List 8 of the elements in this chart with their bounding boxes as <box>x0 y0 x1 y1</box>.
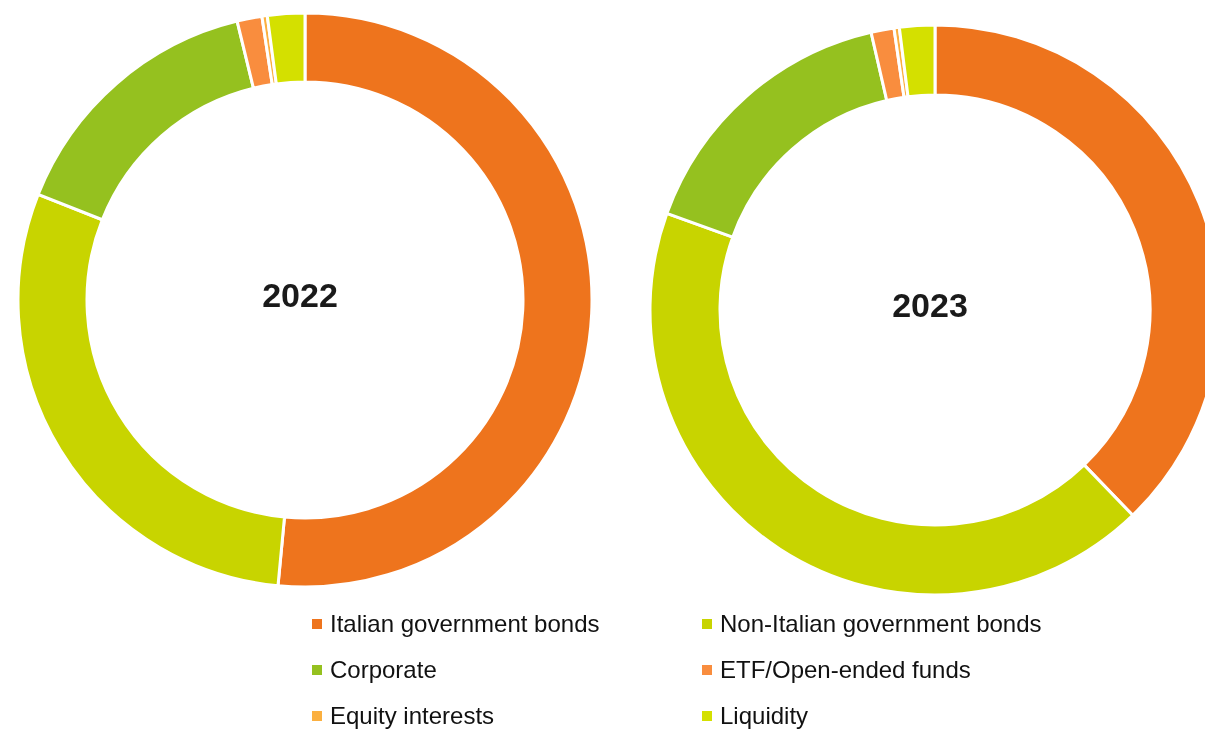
text: 2023 <box>891 285 969 326</box>
text: 2022 <box>261 275 339 316</box>
legend-label: Liquidity <box>720 702 809 730</box>
legend-label: Corporate <box>330 656 437 684</box>
legend-label: ETF/Open-ended funds <box>720 656 971 684</box>
legend-label: Non-Italian government bonds <box>720 610 1042 638</box>
legend-label: Equity interests <box>330 702 495 730</box>
legend-label: Italian government bonds <box>330 610 600 638</box>
